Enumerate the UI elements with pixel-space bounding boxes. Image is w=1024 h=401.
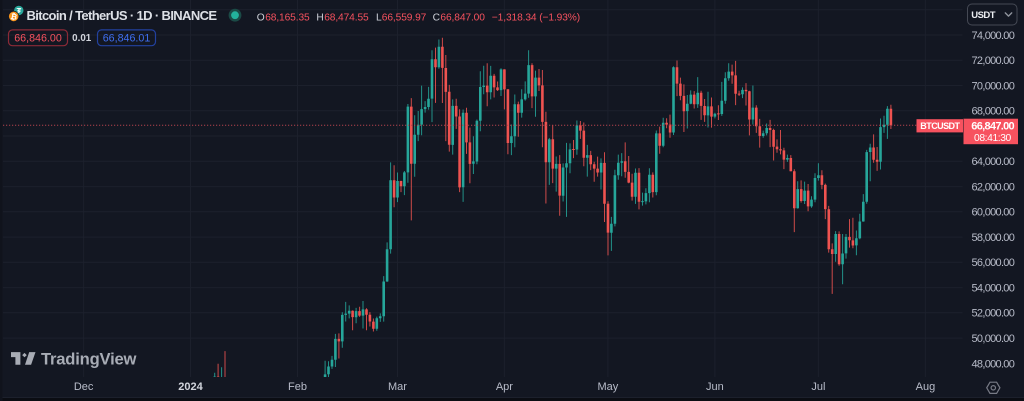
svg-text:70,000.00: 70,000.00 bbox=[972, 80, 1015, 92]
svg-text:Apr: Apr bbox=[496, 381, 513, 393]
svg-text:50,000.00: 50,000.00 bbox=[972, 333, 1015, 345]
svg-text:BTCUSDT: BTCUSDT bbox=[920, 121, 960, 131]
svg-text:58,000.00: 58,000.00 bbox=[972, 232, 1015, 244]
svg-text:68,165.35: 68,165.35 bbox=[265, 12, 310, 23]
svg-text:68,000.00: 68,000.00 bbox=[972, 106, 1015, 118]
svg-text:60,000.00: 60,000.00 bbox=[972, 207, 1015, 219]
svg-text:₿: ₿ bbox=[10, 12, 19, 22]
svg-text:72,000.00: 72,000.00 bbox=[972, 55, 1015, 67]
svg-text:68,474.55: 68,474.55 bbox=[324, 12, 369, 23]
svg-text:66,846.01: 66,846.01 bbox=[103, 33, 151, 45]
svg-text:Mar: Mar bbox=[388, 381, 407, 393]
svg-text:TradingView: TradingView bbox=[41, 349, 137, 368]
svg-text:64,000.00: 64,000.00 bbox=[972, 156, 1015, 168]
svg-text:O: O bbox=[257, 12, 265, 23]
svg-text:48,000.00: 48,000.00 bbox=[972, 358, 1015, 370]
svg-text:Jun: Jun bbox=[706, 381, 724, 393]
svg-text:62,000.00: 62,000.00 bbox=[972, 182, 1015, 194]
svg-text:Bitcoin / TetherUS · 1D · BINA: Bitcoin / TetherUS · 1D · BINANCE bbox=[27, 8, 218, 23]
svg-text:54,000.00: 54,000.00 bbox=[972, 283, 1015, 295]
svg-text:52,000.00: 52,000.00 bbox=[972, 308, 1015, 320]
svg-text:0.01: 0.01 bbox=[72, 33, 92, 44]
svg-text:USDT: USDT bbox=[971, 10, 995, 21]
svg-text:H: H bbox=[316, 12, 323, 23]
svg-text:2024: 2024 bbox=[178, 381, 203, 393]
svg-text:74,000.00: 74,000.00 bbox=[972, 30, 1015, 42]
svg-text:66,847.00: 66,847.00 bbox=[971, 121, 1014, 133]
svg-text:08:41:30: 08:41:30 bbox=[974, 133, 1012, 144]
svg-text:C: C bbox=[433, 12, 440, 23]
svg-text:L: L bbox=[376, 12, 382, 23]
svg-text:Aug: Aug bbox=[916, 381, 936, 393]
svg-text:66,559.97: 66,559.97 bbox=[382, 12, 427, 23]
svg-text:Jul: Jul bbox=[811, 381, 825, 393]
svg-text:−1,318.34 (−1.93%): −1,318.34 (−1.93%) bbox=[492, 12, 580, 23]
svg-text:Feb: Feb bbox=[288, 381, 307, 393]
svg-text:Dec: Dec bbox=[74, 381, 94, 393]
svg-text:₮: ₮ bbox=[17, 6, 22, 15]
svg-text:66,846.00: 66,846.00 bbox=[14, 33, 62, 45]
svg-text:56,000.00: 56,000.00 bbox=[972, 257, 1015, 269]
svg-text:66,847.00: 66,847.00 bbox=[440, 12, 485, 23]
svg-text:May: May bbox=[598, 381, 619, 393]
